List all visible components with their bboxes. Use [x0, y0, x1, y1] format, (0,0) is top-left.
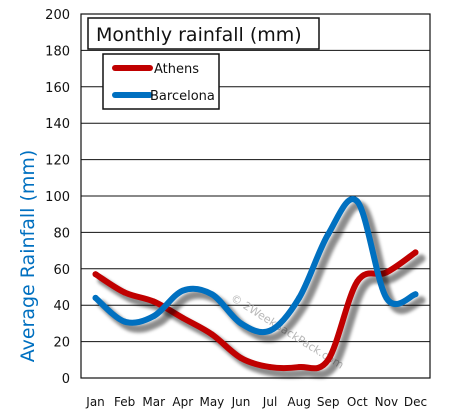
y-axis-label: Average Rainfall (mm) [17, 150, 39, 363]
data-point-barcelona [267, 327, 274, 334]
x-tick-label: Aug [287, 395, 310, 409]
data-point-barcelona [412, 291, 419, 298]
legend-label-barcelona: Barcelona [150, 89, 215, 104]
y-tick-label: 60 [53, 263, 70, 278]
y-tick-labels: 0 20 40 60 80 100 120 140 160 180 200 [45, 8, 70, 387]
data-point-barcelona [296, 294, 303, 301]
data-point-barcelona [179, 287, 186, 294]
y-tick-label: 160 [45, 81, 70, 96]
series-lines [92, 196, 426, 379]
y-tick-label: 140 [45, 117, 70, 132]
data-point-athens [354, 278, 361, 285]
legend-label-athens: Athens [154, 62, 199, 77]
data-point-athens [92, 271, 99, 278]
x-tick-label: Oct [347, 395, 368, 409]
data-point-athens [237, 354, 244, 361]
data-point-athens [267, 364, 274, 371]
data-point-barcelona [92, 294, 99, 301]
data-point-athens [150, 298, 157, 305]
data-point-athens [325, 356, 332, 363]
data-point-barcelona [121, 318, 128, 325]
chart-title: Monthly rainfall (mm) [96, 24, 302, 46]
data-point-athens [121, 289, 128, 296]
y-tick-label: 80 [53, 226, 70, 241]
chart-title-box: Monthly rainfall (mm) [87, 17, 320, 50]
x-tick-label: Mar [142, 395, 165, 409]
legend: Athens Barcelona [102, 53, 220, 110]
x-tick-label: Jan [85, 395, 105, 409]
x-tick-label: May [199, 395, 224, 409]
x-tick-label: Jul [262, 395, 277, 409]
y-tick-label: 100 [45, 190, 70, 205]
x-tick-label: Jun [231, 395, 251, 409]
data-point-barcelona [150, 313, 157, 320]
y-tick-label: 200 [45, 8, 70, 23]
x-tick-label: Apr [172, 395, 193, 409]
y-tick-label: 0 [62, 372, 70, 387]
y-tick-label: 20 [53, 336, 70, 351]
y-tick-label: 180 [45, 44, 70, 59]
data-point-barcelona [383, 294, 390, 301]
x-tick-label: Dec [404, 395, 427, 409]
data-point-athens [412, 249, 419, 256]
series-shadow-barcelona [97, 201, 426, 343]
x-tick-label: Nov [375, 395, 398, 409]
data-point-athens [296, 364, 303, 371]
data-point-barcelona [325, 231, 332, 238]
y-tick-label: 40 [53, 299, 70, 314]
x-tick-labels: Jan Feb Mar Apr May Jun Jul Aug Sep Oct Nov Dec [85, 395, 427, 409]
data-point-barcelona [237, 320, 244, 327]
y-tick-label: 120 [45, 154, 70, 169]
data-point-barcelona [354, 198, 361, 205]
x-tick-label: Sep [317, 395, 340, 409]
data-point-barcelona [208, 291, 215, 298]
data-point-athens [179, 314, 186, 321]
x-tick-label: Feb [114, 395, 135, 409]
data-point-athens [208, 331, 215, 338]
